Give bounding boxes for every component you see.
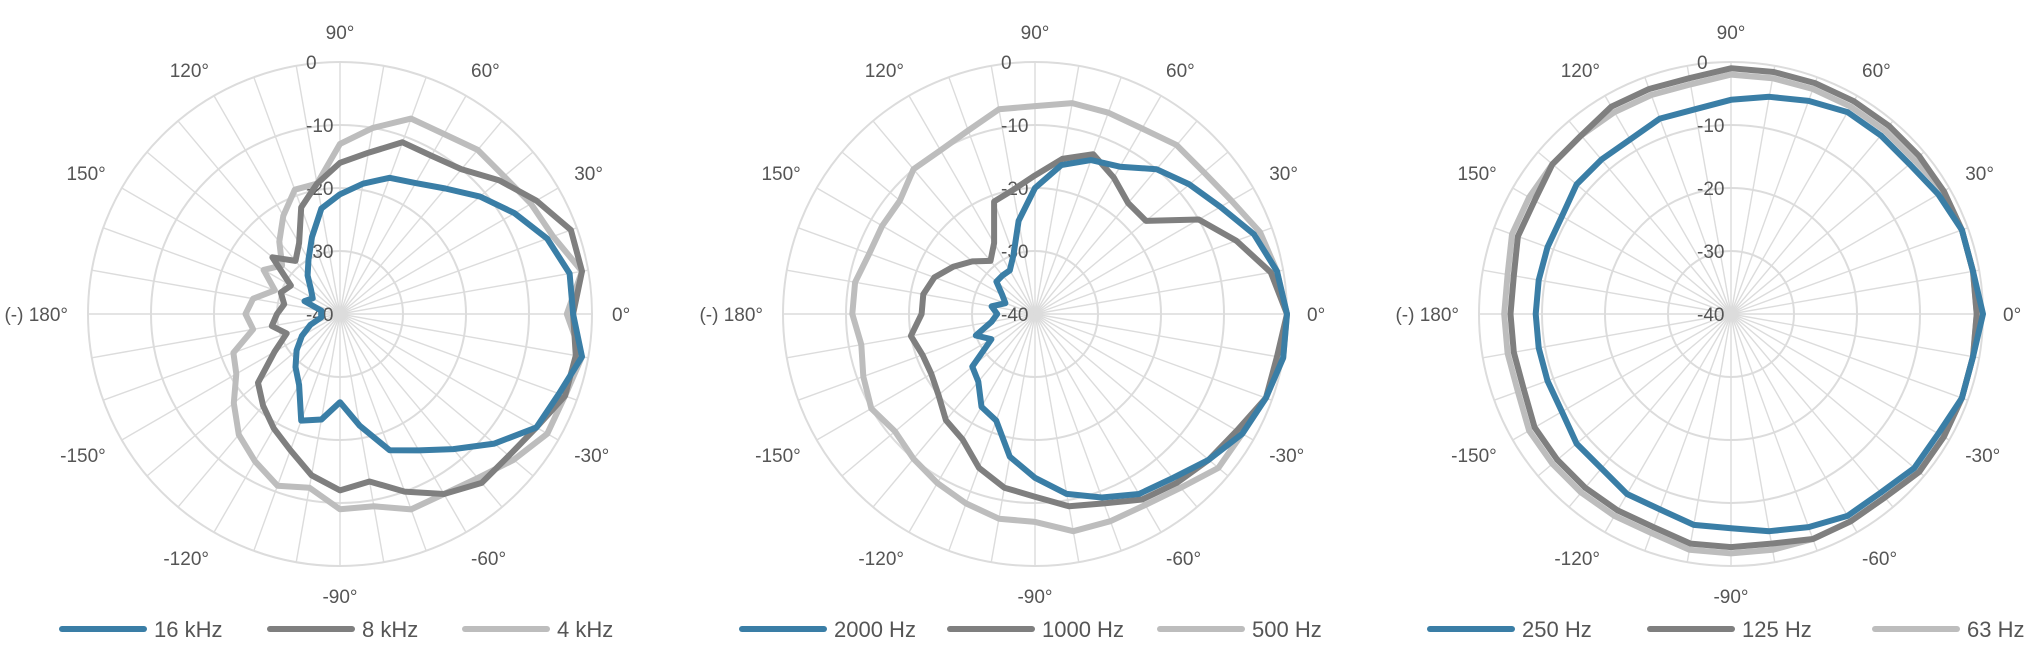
angle-label: 60° (471, 61, 500, 82)
grid-ring (1604, 187, 1858, 441)
grid-ring (213, 187, 467, 441)
angle-label: 120° (865, 61, 904, 82)
series-line-8-khz (255, 139, 585, 497)
angle-label: (-) 180° (699, 305, 763, 326)
angle-label: -150° (1451, 446, 1497, 467)
angle-label: -30° (1965, 446, 2000, 467)
angle-label: 90° (1021, 23, 1050, 44)
grid-ring (1667, 250, 1795, 378)
legend-label: 4 kHz (557, 617, 613, 642)
series-line-2000-hz (969, 157, 1290, 501)
angle-label: 60° (1166, 61, 1195, 82)
legend-entry: 1000 Hz (947, 617, 1124, 642)
angle-label: 0° (2003, 305, 2021, 326)
angle-label: 30° (1269, 164, 1298, 185)
legend-entry: 8 kHz (267, 617, 418, 642)
angle-label: 30° (1965, 164, 1994, 185)
angle-label: 90° (326, 23, 355, 44)
angle-label: 150° (66, 164, 105, 185)
angle-label: -90° (322, 587, 357, 608)
angle-label: -120° (1554, 549, 1600, 570)
legend-entry: 125 Hz (1647, 617, 1812, 642)
ring-label: -30 (1697, 242, 1724, 263)
angle-label: 60° (1862, 61, 1891, 82)
legend-label: 63 Hz (1967, 617, 2024, 642)
grid-ring (971, 250, 1099, 378)
legend-entry: 250 Hz (1427, 617, 1592, 642)
legend-label: 250 Hz (1522, 617, 1592, 642)
angle-label: -120° (858, 549, 904, 570)
ring-label: 0 (1697, 53, 1708, 74)
ring-label: 0 (306, 53, 317, 74)
angle-label: 0° (1307, 305, 1325, 326)
grid-ring (150, 124, 530, 504)
angle-label: 150° (761, 164, 800, 185)
legend-label: 500 Hz (1252, 617, 1322, 642)
grid-ring (1541, 124, 1921, 504)
grid-ring (845, 124, 1225, 504)
legend-label: 2000 Hz (834, 617, 916, 642)
angle-label: 150° (1457, 164, 1496, 185)
polar-chart-1: 0-10-20-30-4090°60°30°0°-30°-60°-90°-120… (4, 23, 630, 642)
ring-label: -10 (1697, 116, 1724, 137)
ring-label: -20 (1697, 179, 1724, 200)
angle-label: -60° (1862, 549, 1897, 570)
ring-label: 0 (1001, 53, 1012, 74)
angle-label: -150° (60, 446, 106, 467)
ring-label: -40 (1697, 305, 1724, 326)
angle-label: -60° (471, 549, 506, 570)
legend-entry: 4 kHz (462, 617, 613, 642)
angle-label: -120° (163, 549, 209, 570)
angle-label: 120° (1561, 61, 1600, 82)
series-line-1000-hz (907, 151, 1290, 510)
angle-label: (-) 180° (1395, 305, 1459, 326)
legend-label: 16 kHz (154, 617, 222, 642)
polar-chart-3: 0 -10 -20 -30 -40 90° 60° 30° 0° -30° -60° -90° -120… (1395, 23, 2024, 642)
legend-entry: 16 kHz (59, 617, 222, 642)
legend-entry: 2000 Hz (739, 617, 916, 642)
angle-label: -30° (574, 446, 609, 467)
legend-entry: 500 Hz (1157, 617, 1322, 642)
legend-label: 8 kHz (362, 617, 418, 642)
angle-label: -90° (1713, 587, 1748, 608)
series-line-250-hz (1532, 93, 1986, 535)
ring-label: -10 (306, 116, 333, 137)
series-line-125-hz (1507, 65, 1980, 551)
angle-label: -60° (1166, 549, 1201, 570)
series-line-500-hz (849, 100, 1290, 535)
grid-ring (87, 61, 593, 567)
angle-label: 30° (574, 164, 603, 185)
legend-entry: 63 Hz (1872, 617, 2024, 642)
angle-label: 0° (612, 305, 630, 326)
legend-label: 125 Hz (1742, 617, 1812, 642)
ring-label: -40 (1001, 305, 1028, 326)
ring-label: -10 (1001, 116, 1028, 137)
angle-label: 90° (1717, 23, 1746, 44)
polar-chart-2: 0-10-20-30-4090°60°30°0°-30°-60°-90°-120… (699, 23, 1325, 642)
angle-label: -150° (755, 446, 801, 467)
series-line-16-khz (292, 174, 585, 454)
legend-label: 1000 Hz (1042, 617, 1124, 642)
angle-label: 120° (170, 61, 209, 82)
angle-label: -30° (1269, 446, 1304, 467)
angle-label: (-) 180° (4, 305, 68, 326)
angle-label: -90° (1017, 587, 1052, 608)
